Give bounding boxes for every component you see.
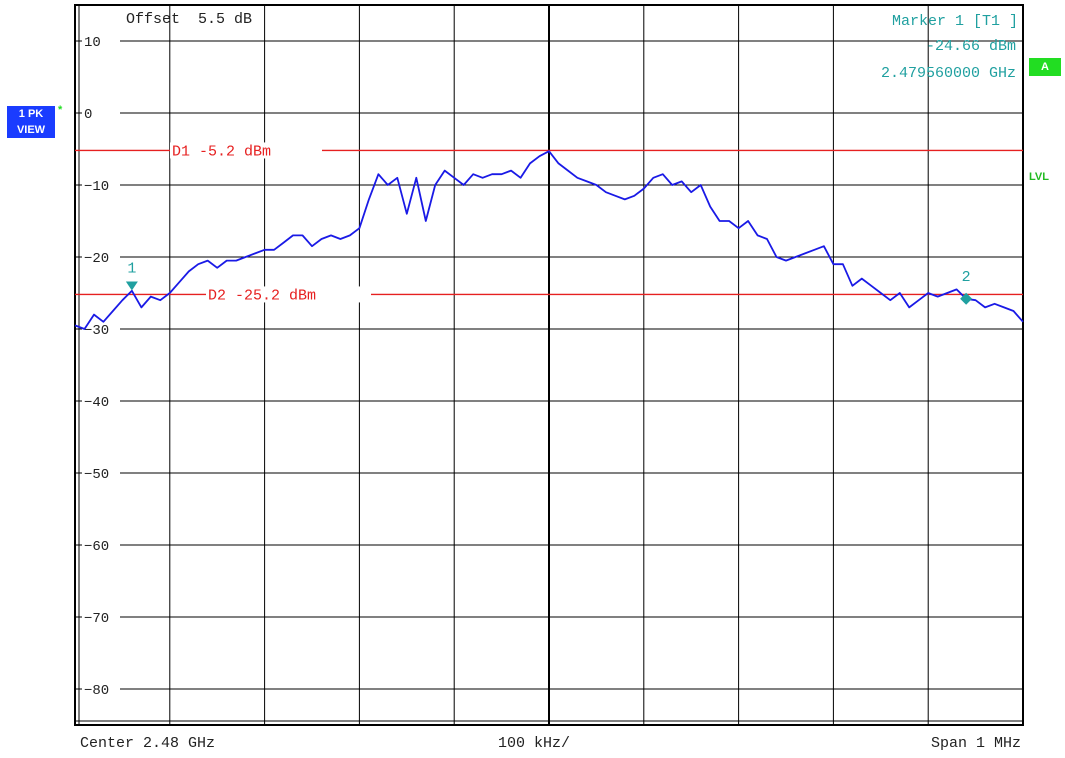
- y-tick-label-bg: [82, 393, 120, 409]
- center-frequency: Center 2.48 GHz: [80, 735, 216, 752]
- span-label: Span 1 MHz: [930, 735, 1021, 752]
- y-tick-labels: 10 0 −10 −20 −30 −40 −50 −60 −70 −80: [82, 33, 120, 699]
- marker-2-diamond: [960, 292, 973, 305]
- trace-star: *: [58, 104, 63, 116]
- y-tick-label-bg: [82, 321, 120, 337]
- y-tick-label: −40: [84, 395, 109, 411]
- marker-level: -24.66 dBm: [926, 38, 1016, 55]
- y-tick-label: −80: [84, 683, 109, 699]
- y-tick-label-bg: [82, 465, 120, 481]
- y-tick-label-bg: [82, 33, 120, 49]
- marker-2-label: 2: [962, 269, 971, 286]
- y-tick-label-bg: [82, 681, 120, 697]
- marker-1-label: 1: [127, 261, 136, 278]
- y-tick-label-bg: [82, 609, 120, 625]
- y-tick-label: 0: [84, 107, 92, 123]
- display-line-label-bg: [206, 286, 371, 303]
- display-line-label-d1: D1 -5.2 dBm: [172, 143, 271, 160]
- a-badge[interactable]: A: [1029, 58, 1061, 76]
- marker-1-triangle: [125, 281, 138, 291]
- marker-frequency: 2.479560000 GHz: [881, 65, 1016, 82]
- y-tick-label-bg: [82, 249, 120, 265]
- frequency-per-div: 100 kHz/: [498, 735, 571, 752]
- y-tick-label-bg: [82, 177, 120, 193]
- lvl-label: LVL: [1029, 171, 1049, 183]
- y-tick-label: −60: [84, 539, 109, 555]
- trace-mode-badge[interactable]: 1 PK VIEW: [7, 106, 55, 138]
- y-tick-label-bg: [82, 537, 120, 553]
- y-tick-label: −30: [84, 323, 109, 339]
- y-tick-label: −50: [84, 467, 109, 483]
- y-tick-label: 10: [84, 35, 101, 51]
- trace-view-label: VIEW: [16, 124, 46, 136]
- trace-1: [74, 150, 1024, 330]
- y-tick-label-bg: [82, 105, 120, 121]
- trace-mode-label: 1 PK: [18, 108, 44, 120]
- display-line-label-d2: D2 -25.2 dBm: [208, 287, 316, 304]
- display-line-label-bg: [170, 142, 322, 159]
- y-tick-label: −70: [84, 611, 109, 627]
- y-tick-label: −10: [84, 179, 109, 195]
- offset-text: Offset 5.5 dB: [126, 11, 252, 28]
- marker-title: Marker 1 [T1 ]: [892, 13, 1018, 30]
- y-tick-label: −20: [84, 251, 109, 267]
- grid: [75, 5, 1023, 725]
